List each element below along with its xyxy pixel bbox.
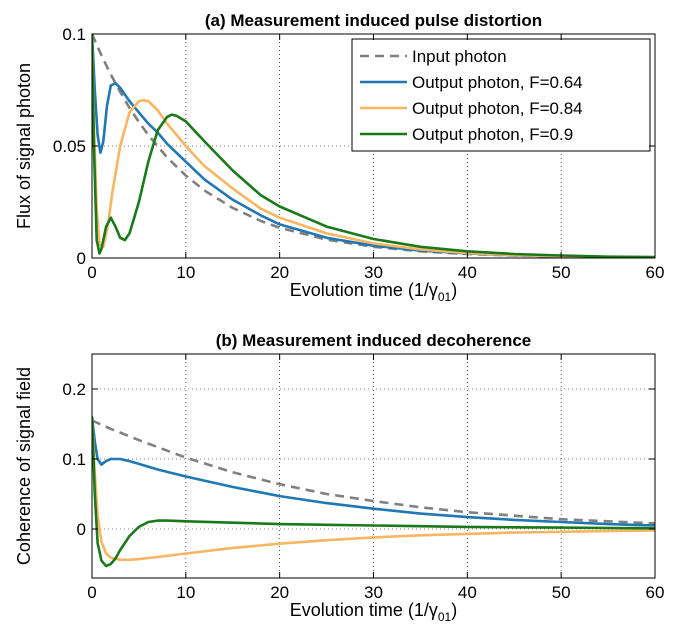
x-tick-label: 20 (270, 583, 289, 602)
series-group (92, 415, 655, 568)
grid (92, 354, 655, 578)
y-tick-label: 0.05 (53, 137, 86, 156)
y-tick-label: 0 (77, 249, 86, 268)
series-line-0 (92, 419, 655, 525)
legend-label-f09: Output photon, F=0.9 (412, 125, 573, 144)
legend: Input photon Output photon, F=0.64 Outpu… (351, 38, 651, 152)
x-tick-label: 40 (458, 263, 477, 282)
panel-a-chart: (a) Measurement induced pulse distortion… (14, 11, 664, 304)
x-tick-label: 60 (646, 263, 665, 282)
x-tick-label: 10 (176, 263, 195, 282)
x-tick-label: 40 (458, 583, 477, 602)
y-tick-label: 0.1 (62, 25, 86, 44)
chart-title-a: (a) Measurement induced pulse distortion (205, 11, 542, 30)
series-line-3 (92, 34, 655, 258)
y-tick-label: 0 (77, 520, 86, 539)
series-group (92, 34, 655, 258)
series-line-2 (92, 34, 655, 258)
x-tick-label: 10 (176, 583, 195, 602)
x-tick-label: 0 (87, 583, 96, 602)
legend-label-f064: Output photon, F=0.64 (412, 73, 583, 92)
x-tick-label: 60 (646, 583, 665, 602)
series-line-2 (92, 415, 655, 562)
chart-title-b: (b) Measurement induced decoherence (216, 331, 532, 350)
panel-b-chart: (b) Measurement induced decoherence Cohe… (14, 331, 664, 624)
x-tick-label: 20 (270, 263, 289, 282)
legend-label-f084: Output photon, F=0.84 (412, 99, 583, 118)
x-axis-label-b: Evolution time (1/γ01) (290, 600, 457, 624)
x-tick-label: 30 (364, 583, 383, 602)
x-tick-label: 30 (364, 263, 383, 282)
y-axis-label-a: Flux of signal photon (14, 63, 34, 229)
series-line-1 (92, 415, 655, 527)
x-tick-label: 50 (552, 263, 571, 282)
legend-box (351, 38, 651, 152)
y-tick-label: 0.1 (62, 450, 86, 469)
x-axis-label-a: Evolution time (1/γ01) (290, 280, 457, 304)
x-tick-label: 0 (87, 263, 96, 282)
series-line-3 (92, 415, 655, 568)
legend-label-input-photon: Input photon (412, 47, 507, 66)
x-tick-label: 50 (552, 583, 571, 602)
y-axis-label-b: Coherence of signal field (14, 367, 34, 565)
y-tick-label: 0.2 (62, 380, 86, 399)
